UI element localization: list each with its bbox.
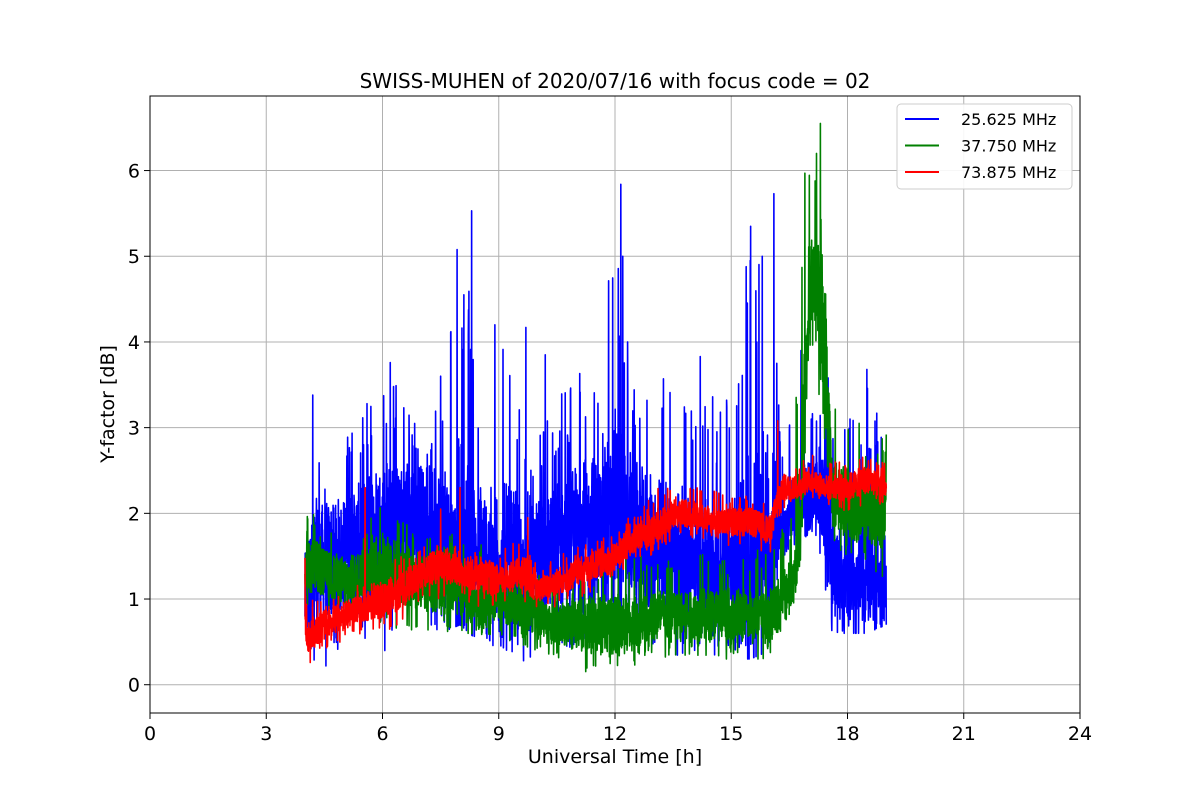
x-tick-label: 3 xyxy=(260,723,272,745)
x-tick-label: 6 xyxy=(376,723,388,745)
legend-box xyxy=(896,103,1073,190)
x-tick-label: 9 xyxy=(493,723,505,745)
x-tick-label: 21 xyxy=(952,723,976,745)
y-tick-label: 5 xyxy=(128,246,140,268)
series-line xyxy=(304,122,888,673)
y-tick-label: 1 xyxy=(128,589,140,611)
chart-title: SWISS-MUHEN of 2020/07/16 with focus cod… xyxy=(360,69,871,93)
y-tick-label: 4 xyxy=(128,332,140,354)
x-axis-label: Universal Time [h] xyxy=(528,746,702,768)
x-tick-label: 24 xyxy=(1068,723,1092,745)
x-tick-label: 12 xyxy=(603,723,627,745)
series-layer xyxy=(304,122,888,673)
y-tick-label: 0 xyxy=(128,675,140,697)
series-2 xyxy=(304,122,888,673)
y-tick-label: 2 xyxy=(128,503,140,525)
x-tick-label: 15 xyxy=(719,723,743,745)
legend-label: 73.875 MHz xyxy=(961,163,1056,182)
series-line xyxy=(304,419,888,664)
y-axis-label: Y-factor [dB] xyxy=(97,345,119,464)
y-tick-label: 6 xyxy=(128,161,140,183)
legend-label: 25.625 MHz xyxy=(961,110,1056,129)
y-tick-label: 3 xyxy=(128,418,140,440)
x-tick-label: 0 xyxy=(144,723,156,745)
series-3 xyxy=(304,419,888,664)
x-tick-label: 18 xyxy=(835,723,859,745)
legend: 25.625 MHz 37.750 MHz 73.875 MHz xyxy=(896,103,1073,190)
legend-label: 37.750 MHz xyxy=(961,137,1056,156)
